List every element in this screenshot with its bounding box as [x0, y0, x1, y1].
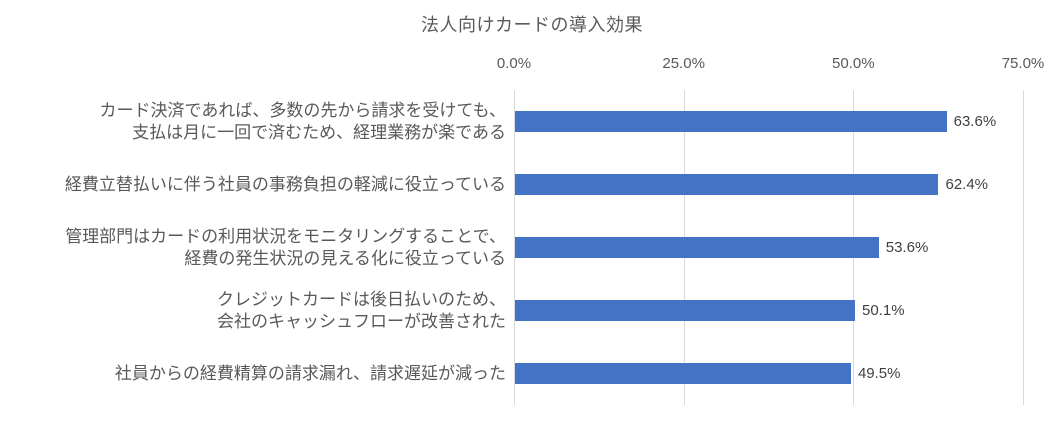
category-label: 管理部門はカードの利用状況をモニタリングすることで、 経費の発生状況の見える化に…: [65, 226, 506, 268]
gridline: [1023, 90, 1024, 405]
value-label: 53.6%: [885, 239, 929, 256]
bar: [515, 237, 879, 258]
category-label: 経費立替払いに伴う社員の事務負担の軽減に役立っている: [64, 174, 506, 194]
value-label: 63.6%: [953, 113, 997, 130]
category-label: 社員からの経費精算の請求漏れ、請求遅延が減った: [114, 363, 506, 383]
bar: [515, 174, 939, 195]
x-axis-tick-label: 25.0%: [662, 55, 705, 72]
bar: [515, 300, 855, 321]
value-label: 50.1%: [862, 302, 905, 319]
x-axis-tick-label: 0.0%: [496, 55, 532, 72]
category-axis-line: [514, 90, 515, 405]
bar: [515, 363, 851, 384]
x-axis-tick-label: 50.0%: [832, 55, 875, 72]
category-label: カード決済であれば、多数の先から請求を受けても、 支払は月に一回で済むため、経理…: [99, 100, 506, 142]
value-label: 49.5%: [857, 365, 901, 382]
x-axis-tick-label: 75.0%: [1001, 55, 1045, 72]
bar: [515, 111, 947, 132]
value-label: 62.4%: [945, 176, 989, 193]
category-label: クレジットカードは後日払いのため、 会社のキャッシュフローが改善された: [217, 289, 506, 331]
chart-title: 法人向けカードの導入効果: [421, 15, 643, 35]
